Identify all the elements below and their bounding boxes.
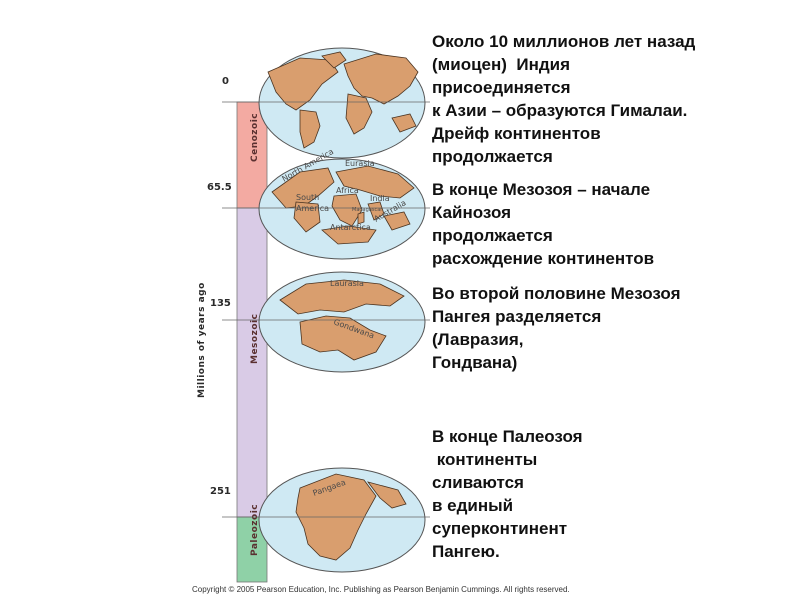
label-antarctica: Antarctica	[330, 223, 371, 232]
landmass-greenland	[321, 51, 347, 69]
axis-title: Millions of years ago	[197, 282, 207, 398]
era-label-mesozoic: Mesozoic	[250, 314, 260, 364]
landmass-laurasia	[279, 279, 405, 315]
landmass-australia	[383, 211, 411, 231]
tick-label-135: 135	[210, 298, 231, 309]
landmass-pangaea-east	[366, 481, 407, 509]
label-south: South	[296, 193, 319, 202]
landmass-africa	[331, 193, 363, 227]
globe-65mya: North America Eurasia Africa India South…	[258, 147, 426, 260]
era-band-cenozoic	[236, 101, 268, 209]
landmass-eurasia	[335, 165, 415, 199]
landmass-gondwana	[299, 315, 387, 361]
era-label-paleozoic: Paleozoic	[250, 504, 260, 556]
tick-label-251: 251	[210, 486, 231, 497]
landmass-africa	[345, 93, 373, 135]
label-madagascar: Madagascar	[352, 207, 383, 213]
globe-251mya: Pangaea	[258, 467, 426, 573]
landmass-madagascar	[357, 211, 365, 225]
label-africa: Africa	[336, 186, 359, 195]
globe-present	[258, 47, 426, 159]
label-eurasia: Eurasia	[345, 159, 375, 168]
landmass-antarctica	[321, 225, 377, 245]
tick-label-65: 65.5	[207, 182, 232, 193]
landmass-north-america	[267, 57, 339, 111]
label-laurasia: Laurasia	[330, 279, 364, 288]
era-band-mesozoic	[236, 207, 268, 518]
label-america: America	[296, 204, 329, 213]
landmass-south-america	[293, 201, 321, 233]
tick-label-0: 0	[222, 76, 229, 87]
caption-mid-mesozoic: Во второй половине Мезозоя Пангея раздел…	[432, 284, 681, 372]
landmass-india	[367, 201, 385, 221]
landmass-australia	[391, 113, 417, 133]
landmass-eurasia	[343, 53, 419, 105]
label-india: India	[370, 194, 390, 203]
copyright-notice: Copyright © 2005 Pearson Education, Inc.…	[192, 585, 570, 594]
landmass-south-america	[299, 109, 321, 149]
caption-late-mesozoic: В конце Мезозоя – начале Кайнозоя продол…	[432, 180, 655, 268]
caption-late-paleozoic: В конце Палеозоя континенты сливаются в …	[432, 427, 583, 561]
globe-135mya: Laurasia Gondwana	[258, 271, 426, 373]
era-label-cenozoic: Cenozoic	[250, 113, 260, 162]
caption-miocene: Около 10 миллионов лет назад (миоцен) Ин…	[432, 32, 696, 166]
